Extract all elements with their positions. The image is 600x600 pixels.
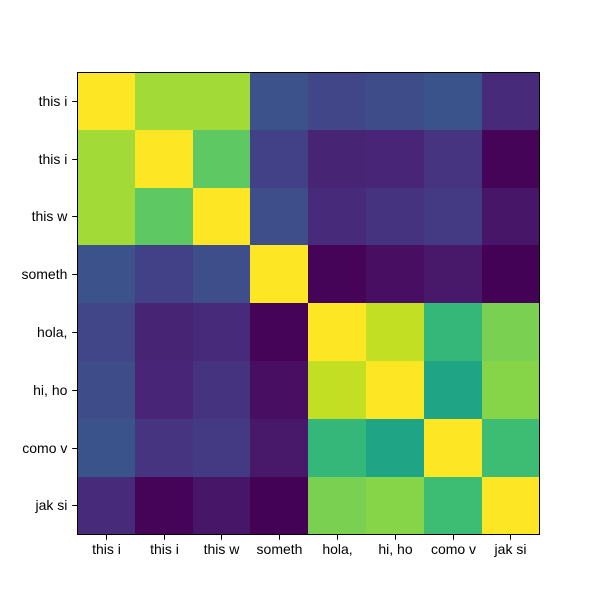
svg-text:hola,: hola,	[37, 324, 67, 340]
svg-text:this i: this i	[92, 541, 121, 557]
svg-text:hi, ho: hi, ho	[378, 541, 412, 557]
svg-text:como v: como v	[22, 440, 67, 456]
svg-text:someth: someth	[21, 266, 67, 282]
svg-text:this w: this w	[32, 208, 69, 224]
svg-text:someth: someth	[257, 541, 303, 557]
svg-text:this w: this w	[204, 541, 241, 557]
svg-text:jak si: jak si	[494, 541, 527, 557]
svg-text:this i: this i	[39, 151, 68, 167]
svg-text:jak si: jak si	[34, 497, 67, 513]
svg-text:hi, ho: hi, ho	[33, 382, 67, 398]
svg-text:this i: this i	[150, 541, 179, 557]
svg-text:como v: como v	[431, 541, 476, 557]
svg-text:this i: this i	[39, 93, 68, 109]
svg-text:hola,: hola,	[322, 541, 352, 557]
